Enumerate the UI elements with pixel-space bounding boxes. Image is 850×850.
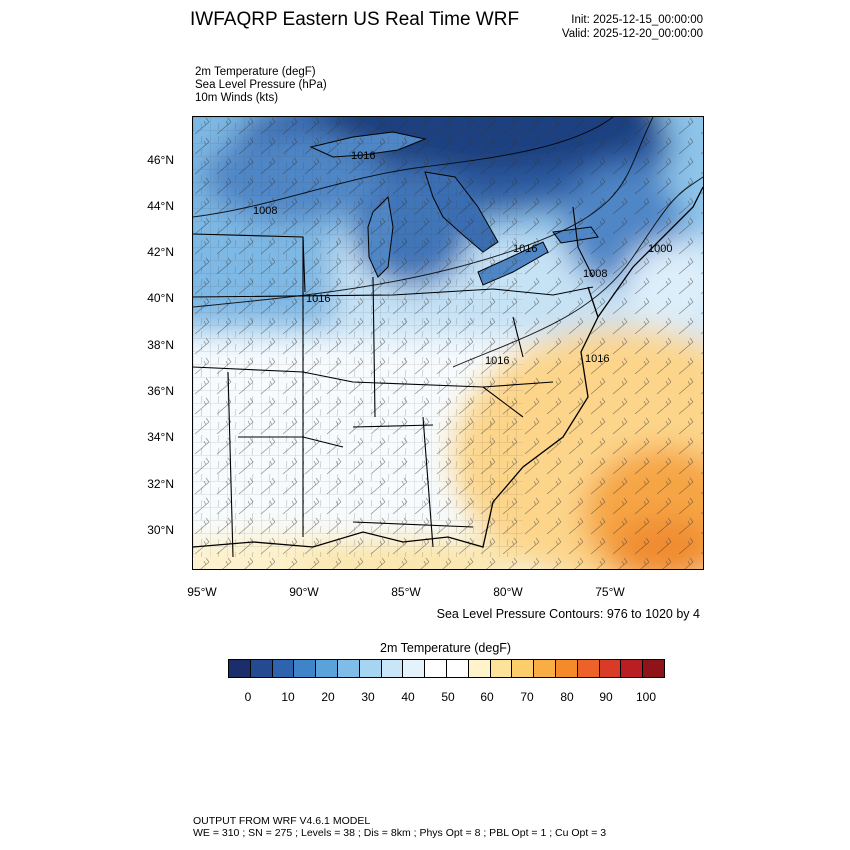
lat-tick-label: 34°N [147, 430, 174, 444]
lat-tick-label: 38°N [147, 338, 174, 352]
colorbar-swatch [577, 660, 600, 677]
lon-tick-label: 75°W [595, 585, 625, 599]
colorbar-swatch [490, 660, 513, 677]
state-borders [193, 206, 594, 558]
coastline [193, 286, 599, 548]
colorbar-swatch [468, 660, 491, 677]
colorbar-label: 90 [599, 690, 613, 704]
colorbar-swatch [446, 660, 469, 677]
isobars [193, 117, 703, 368]
lat-tick-label: 36°N [147, 384, 174, 398]
run-times: Init: 2025-12-15_00:00:00 Valid: 2025-12… [562, 13, 703, 41]
lon-tick-label: 95°W [187, 585, 217, 599]
colorbar-swatch [359, 660, 382, 677]
colorbar-swatch [250, 660, 273, 677]
model-footer-title: OUTPUT FROM WRF V4.6.1 MODEL [193, 815, 371, 827]
lat-tick-label: 42°N [147, 245, 174, 259]
slp-contour-caption: Sea Level Pressure Contours: 976 to 1020… [436, 607, 700, 621]
isobar-label: 1016 [585, 353, 609, 365]
colorbar-label: 70 [520, 690, 534, 704]
valid-time: Valid: 2025-12-20_00:00:00 [561, 28, 703, 40]
colorbar-label: 10 [281, 690, 295, 704]
colorbar-label: 60 [480, 690, 494, 704]
lat-tick-label: 44°N [147, 199, 174, 213]
model-footer-settings: WE = 310 ; SN = 275 ; Levels = 38 ; Dis … [193, 827, 607, 839]
isobar-label: 1016 [485, 355, 509, 367]
isobar-label: 1016 [306, 293, 330, 305]
colorbar-swatch [316, 660, 338, 677]
isobar-label: 1008 [253, 205, 277, 217]
lat-tick-label: 46°N [147, 153, 174, 167]
colorbar-swatch [425, 660, 447, 677]
colorbar-label: 80 [560, 690, 574, 704]
colorbar-label: 40 [401, 690, 415, 704]
lon-tick-label: 90°W [289, 585, 319, 599]
temperature-colorbar [228, 659, 665, 678]
field-temperature-label: 2m Temperature (degF) [195, 66, 316, 78]
field-wind-label: 10m Winds (kts) [195, 92, 279, 104]
map-panel: 1016 1008 1016 1016 1000 1008 1016 1016 [192, 116, 704, 570]
weather-map: 1016 1008 1016 1016 1000 1008 1016 1016 [193, 117, 703, 569]
isobar-label: 1016 [351, 150, 375, 162]
wind-barbs [193, 117, 703, 569]
colorbar-swatch [337, 660, 360, 677]
colorbar-label: 50 [441, 690, 455, 704]
isobar-label: 1008 [583, 268, 607, 280]
lat-tick-label: 32°N [147, 477, 174, 491]
colorbar-label: 100 [635, 690, 657, 704]
colorbar-swatch [294, 660, 317, 677]
colorbar-swatch [272, 660, 295, 677]
lat-tick-label: 40°N [147, 291, 174, 305]
colorbar-label: 30 [361, 690, 375, 704]
colorbar-title: 2m Temperature (degF) [380, 641, 512, 655]
isobar-label: 1000 [648, 243, 672, 255]
init-time: Init: 2025-12-15_00:00:00 [571, 14, 703, 26]
colorbar-swatch [381, 660, 404, 677]
colorbar-swatch [643, 660, 664, 677]
colorbar-label: 20 [321, 690, 335, 704]
lon-tick-label: 85°W [391, 585, 421, 599]
colorbar-swatch [512, 660, 535, 677]
colorbar-swatch [599, 660, 622, 677]
colorbar-swatch [534, 660, 556, 677]
colorbar-swatch [621, 660, 644, 677]
map-title: IWFAQRP Eastern US Real Time WRF [190, 9, 520, 30]
colorbar-label: 0 [244, 690, 252, 704]
colorbar-swatch [403, 660, 426, 677]
lon-tick-label: 80°W [493, 585, 523, 599]
isobar-label: 1016 [513, 243, 537, 255]
colorbar-swatch [229, 660, 251, 677]
colorbar-swatch [555, 660, 578, 677]
lat-tick-label: 30°N [147, 523, 174, 537]
field-pressure-label: Sea Level Pressure (hPa) [195, 79, 327, 91]
